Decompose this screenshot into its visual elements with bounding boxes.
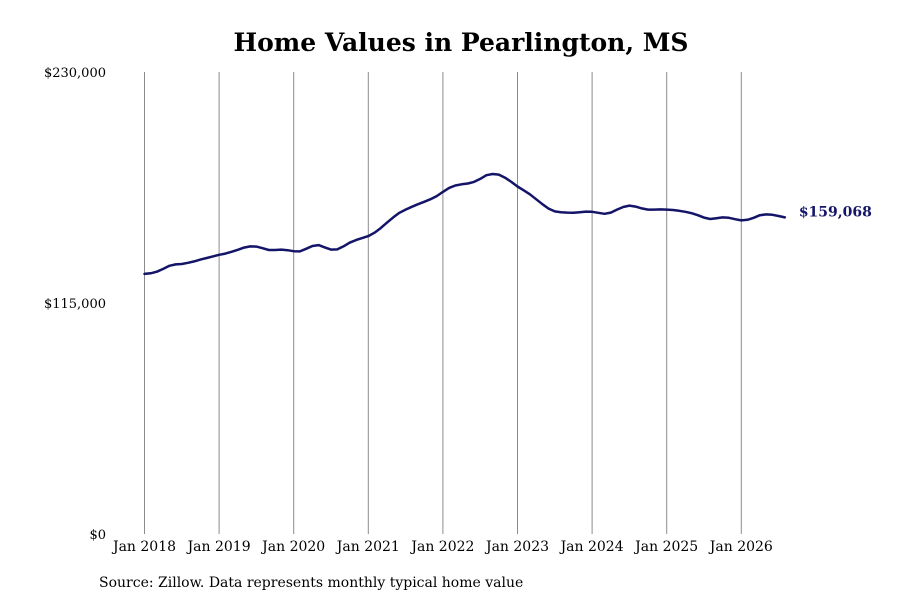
- x-tick-label: Jan 2022: [409, 539, 474, 555]
- x-tick-label: Jan 2025: [633, 539, 698, 555]
- x-tick-label: Jan 2026: [708, 539, 773, 555]
- x-tick-label: Jan 2018: [111, 539, 176, 555]
- x-tick-label: Jan 2019: [186, 539, 251, 555]
- home-value-line: [143, 172, 787, 276]
- y-tick-label: $230,000: [44, 66, 106, 81]
- x-axis-ticks: Jan 2018 Jan 2019 Jan 2020 Jan 2021 Jan 2022…: [111, 539, 773, 555]
- y-axis-ticks: $0 $115,000 $230,000: [44, 66, 106, 543]
- chart-title: Home Values in Pearlington, MS: [234, 28, 689, 57]
- y-tick-label: $0: [89, 528, 106, 543]
- x-tick-label: Jan 2021: [335, 539, 400, 555]
- x-tick-label: Jan 2023: [484, 539, 549, 555]
- vertical-gridlines: [144, 72, 742, 534]
- x-tick-label: Jan 2024: [559, 539, 624, 555]
- source-note: Source: Zillow. Data represents monthly …: [99, 575, 523, 591]
- x-tick-label: Jan 2020: [260, 539, 325, 555]
- y-tick-label: $115,000: [44, 297, 106, 312]
- latest-value-label: $159,068: [799, 204, 872, 220]
